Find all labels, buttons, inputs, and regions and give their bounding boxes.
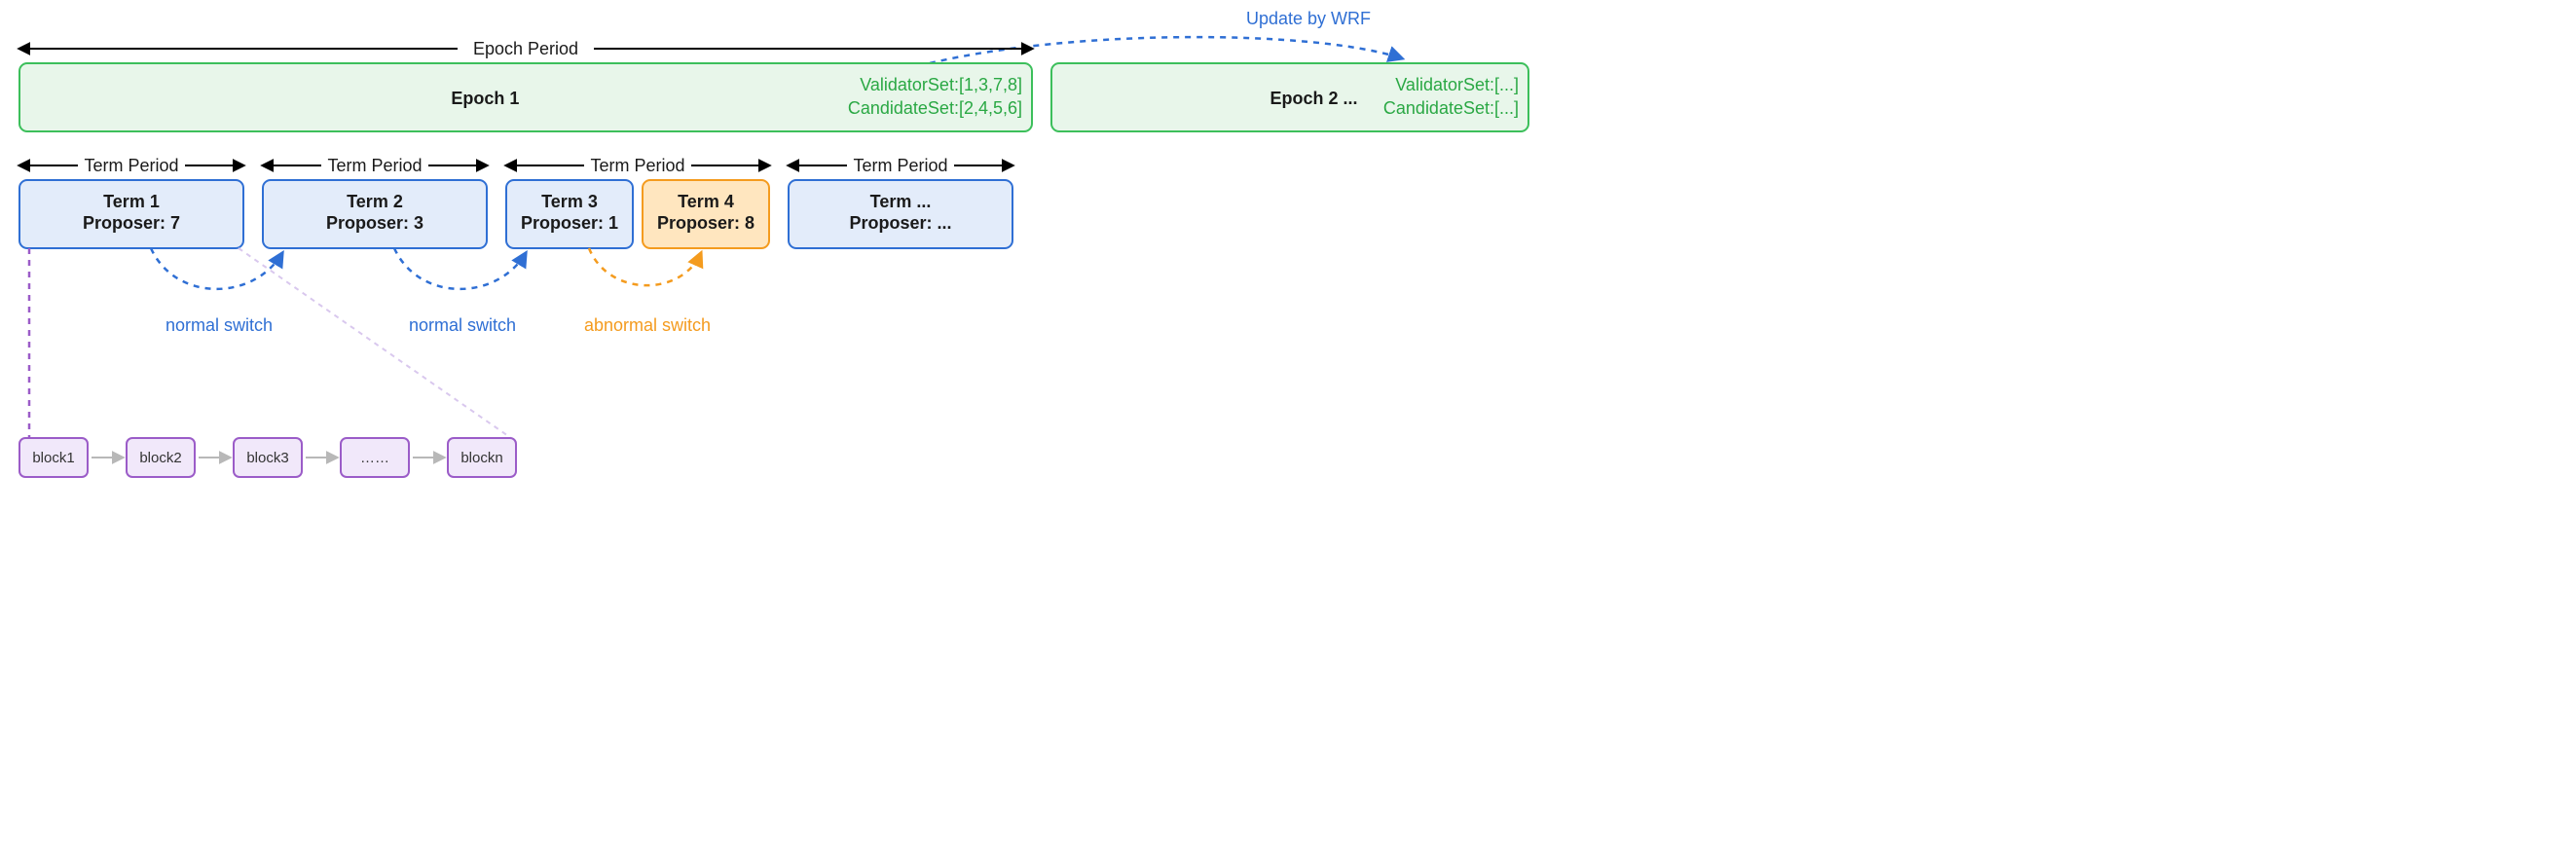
term1-block-right-line <box>239 248 511 438</box>
epoch-period-label: Epoch Period <box>473 39 578 58</box>
wrf-arrow <box>930 37 1402 63</box>
term-period-label: Term Period <box>84 156 178 175</box>
term-period-label: Term Period <box>327 156 422 175</box>
block-label: block3 <box>246 450 288 466</box>
validator-set: ValidatorSet:[1,3,7,8] <box>860 75 1022 94</box>
switch-arc-2 <box>394 248 526 289</box>
block-label: …… <box>360 450 389 466</box>
term-proposer: Proposer: 1 <box>521 213 618 233</box>
term-proposer: Proposer: 3 <box>326 213 423 233</box>
switch-label-2: normal switch <box>409 315 516 335</box>
switch-arc-1 <box>151 248 282 289</box>
term-proposer: Proposer: ... <box>849 213 951 233</box>
switch-label-3: abnormal switch <box>584 315 711 335</box>
candidate-set: CandidateSet:[...] <box>1383 98 1519 118</box>
candidate-set: CandidateSet:[2,4,5,6] <box>848 98 1022 118</box>
switch-label-1: normal switch <box>166 315 273 335</box>
update-by-wrf-label: Update by WRF <box>1246 9 1371 28</box>
term-title: Term 4 <box>678 192 734 211</box>
epoch-title: Epoch 2 ... <box>1270 89 1357 108</box>
switch-arc-3 <box>589 248 701 285</box>
term-title: Term ... <box>870 192 932 211</box>
term-proposer: Proposer: 7 <box>83 213 180 233</box>
diagram-canvas: Update by WRF Epoch Period Epoch 1 Valida… <box>0 0 1546 506</box>
validator-set: ValidatorSet:[...] <box>1395 75 1519 94</box>
term-title: Term 1 <box>103 192 160 211</box>
term-proposer: Proposer: 8 <box>657 213 754 233</box>
term-period-label: Term Period <box>590 156 684 175</box>
block-label: block2 <box>139 450 181 466</box>
epoch-box <box>19 63 1032 131</box>
term-title: Term 2 <box>347 192 403 211</box>
block-label: blockn <box>460 450 502 466</box>
block-label: block1 <box>32 450 74 466</box>
term-period-label: Term Period <box>853 156 947 175</box>
epoch-title: Epoch 1 <box>451 89 519 108</box>
term-title: Term 3 <box>541 192 598 211</box>
